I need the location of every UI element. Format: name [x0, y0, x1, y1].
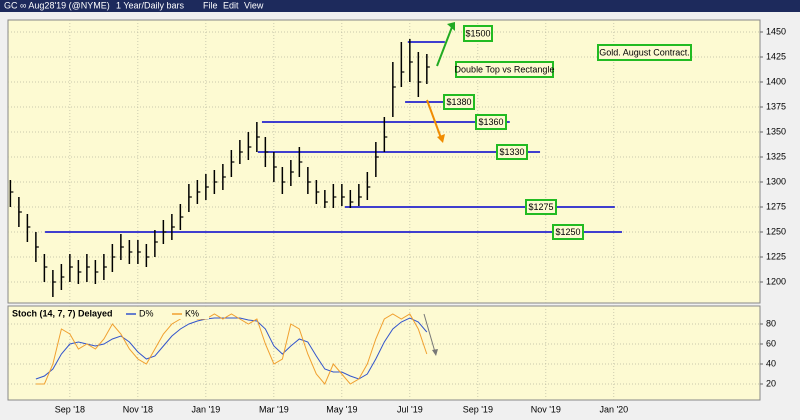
y-tick-label: 60 — [766, 338, 776, 348]
level-label-box — [496, 144, 528, 160]
menu-item[interactable]: Edit — [223, 0, 239, 10]
y-tick-label: 1225 — [766, 251, 786, 261]
y-tick-label: 80 — [766, 318, 776, 328]
x-tick-label: Mar '19 — [259, 404, 289, 414]
toolbar: GC ∞ Aug28'19 (@NYME) 1 Year/Daily bars … — [0, 0, 800, 12]
level-label: $1275 — [528, 202, 553, 212]
x-tick-label: Nov '19 — [531, 404, 561, 414]
level-label: $1380 — [446, 97, 471, 107]
y-tick-label: 1450 — [766, 26, 786, 36]
stoch-line — [35, 317, 428, 380]
menu-item[interactable]: File — [203, 0, 218, 10]
note-box — [597, 44, 692, 61]
y-tick-label: 40 — [766, 358, 776, 368]
level-label-box — [475, 114, 507, 130]
level-label-box — [443, 94, 475, 110]
level-label: $1360 — [478, 117, 503, 127]
price-panel — [7, 19, 761, 304]
legend-label: K% — [185, 308, 199, 318]
x-tick-label: Nov '18 — [123, 404, 153, 414]
y-tick-label: 1350 — [766, 126, 786, 136]
level-label: $1330 — [499, 147, 524, 157]
legend-label: D% — [139, 308, 154, 318]
note-box — [455, 61, 554, 78]
y-tick-label: 1375 — [766, 101, 786, 111]
y-tick-label: 1275 — [766, 201, 786, 211]
note-box — [463, 25, 493, 42]
symbol[interactable]: GC ∞ Aug28'19 (@NYME) — [4, 0, 110, 10]
stoch-legend-bg — [9, 307, 209, 319]
y-tick-label: 1325 — [766, 151, 786, 161]
x-tick-label: Jul '19 — [397, 404, 423, 414]
y-tick-label: 1400 — [766, 76, 786, 86]
stoch-arrow — [423, 313, 436, 353]
note: $1500 — [465, 28, 490, 38]
y-tick-label: 1300 — [766, 176, 786, 186]
level-label-box — [552, 224, 584, 240]
level-label: $1250 — [555, 227, 580, 237]
x-tick-label: Jan '20 — [599, 404, 628, 414]
menu-item[interactable]: View — [244, 0, 264, 10]
note: Double Top vs Rectangle — [455, 64, 555, 74]
y-tick-label: 1250 — [766, 226, 786, 236]
up-arrowhead — [447, 22, 455, 31]
toolbar-bg — [0, 0, 800, 12]
level-label-box — [525, 199, 557, 215]
down-arrow — [426, 99, 442, 139]
stoch-title: Stoch (14, 7, 7) Delayed — [12, 308, 113, 318]
x-tick-label: Sep '18 — [55, 404, 85, 414]
y-tick-label: 1200 — [766, 276, 786, 286]
x-tick-label: Sep '19 — [463, 404, 493, 414]
y-tick-label: 20 — [766, 378, 776, 388]
stoch-line — [35, 313, 428, 385]
x-tick-label: Jan '19 — [191, 404, 220, 414]
stoch-arrowhead — [432, 349, 438, 356]
x-tick-label: May '19 — [326, 404, 357, 414]
up-arrow — [436, 26, 453, 67]
note: Gold. August Contract. — [599, 47, 690, 57]
period[interactable]: 1 Year/Daily bars — [116, 0, 185, 10]
y-tick-label: 1425 — [766, 51, 786, 61]
down-arrowhead — [437, 134, 445, 143]
